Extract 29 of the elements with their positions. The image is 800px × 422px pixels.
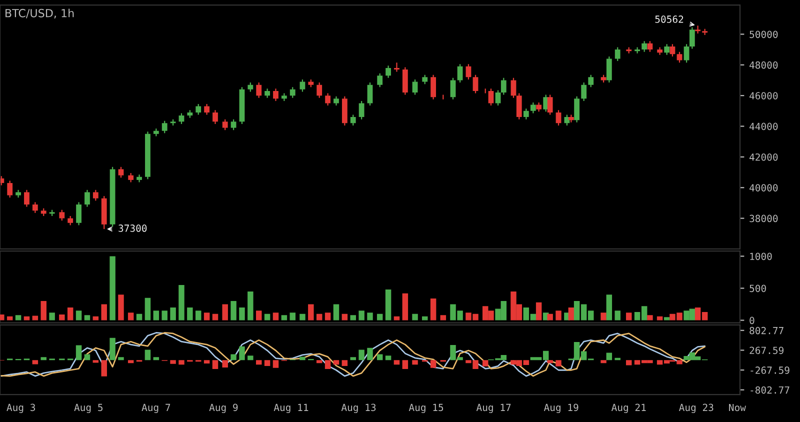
y-tick-label: 267.59	[750, 346, 784, 354]
y-tick-label: -267.59	[750, 366, 790, 374]
x-tick-label: Aug 9	[209, 404, 238, 414]
x-tick-label: Now	[729, 404, 746, 412]
y-tick-label: 500	[750, 284, 766, 292]
y-tick-label: 42000	[750, 153, 778, 161]
x-tick-label: Aug 21	[611, 404, 646, 414]
y-tick-label: -802.77	[750, 386, 790, 394]
annotation: 37300	[118, 224, 147, 232]
y-tick-label: 1000	[750, 252, 772, 260]
y-tick-label: 50000	[750, 30, 778, 38]
chart-title: BTC/USD, 1h	[6, 8, 74, 18]
x-tick-label: Aug 19	[544, 404, 578, 414]
x-tick-label: Aug 11	[274, 404, 308, 414]
y-tick-label: 44000	[750, 122, 778, 130]
x-tick-label: Aug 7	[142, 404, 170, 414]
x-tick-label: Aug 23	[679, 404, 714, 414]
y-tick-label: 0	[750, 316, 754, 324]
x-tick-label: Aug 17	[476, 404, 511, 414]
x-tick-label: Aug 13	[341, 404, 376, 414]
annotation: 50562	[655, 16, 684, 23]
x-tick-label: Aug 5	[74, 404, 102, 414]
y-tick-label: 40000	[750, 184, 778, 192]
x-tick-label: Aug 15	[408, 404, 444, 414]
y-tick-label: 38000	[750, 214, 778, 222]
y-tick-label: 48000	[750, 61, 778, 69]
y-tick-label: 802.77	[750, 326, 784, 334]
y-tick-label: 46000	[750, 92, 778, 100]
x-tick-label: Aug 3	[6, 404, 36, 414]
